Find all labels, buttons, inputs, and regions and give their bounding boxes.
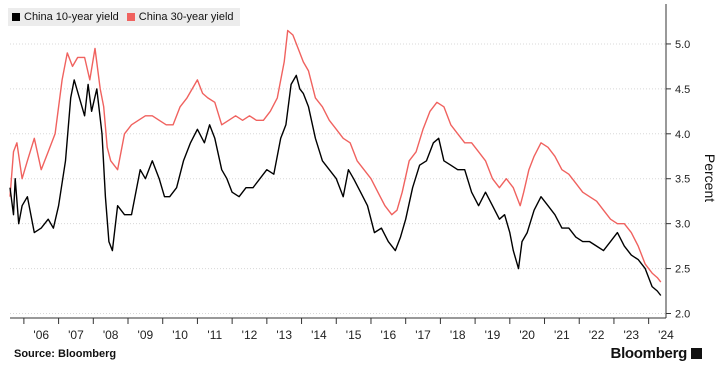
x-tick-label: '19 xyxy=(485,328,501,342)
y-tick-label: 3.5 xyxy=(675,174,690,186)
brand-mark-icon xyxy=(691,348,702,359)
x-tick-label: '15 xyxy=(346,328,362,342)
y-tick-label: 2.5 xyxy=(675,264,690,276)
y-axis-label: Percent xyxy=(702,153,716,203)
x-tick-label: '17 xyxy=(415,328,431,342)
x-tick-label: '08 xyxy=(103,328,119,342)
x-tick-label: '18 xyxy=(450,328,466,342)
y-tick-label: 4.0 xyxy=(675,129,690,141)
y-tick-label: 2.0 xyxy=(675,309,690,321)
legend-label-10y: China 10-year yield xyxy=(24,11,119,23)
series-line-10y xyxy=(9,74,662,296)
x-tick-label: '09 xyxy=(138,328,154,342)
x-tick-label: '21 xyxy=(554,328,570,342)
x-tick-label: '11 xyxy=(207,328,222,342)
x-tick-label: '13 xyxy=(276,328,292,342)
series-line-30y xyxy=(9,29,662,283)
legend-item-10y: China 10-year yield xyxy=(12,11,119,23)
x-tick-label: '22 xyxy=(589,328,605,342)
brand-name: Bloomberg xyxy=(610,345,688,362)
chart-legend: China 10-year yield China 30-year yield xyxy=(8,8,240,26)
x-tick-label: '23 xyxy=(623,328,639,342)
source-note: Source: Bloomberg xyxy=(14,348,117,360)
x-tick-label: '10 xyxy=(172,328,188,342)
x-tick-label: '14 xyxy=(311,328,327,342)
legend-swatch-30y xyxy=(126,13,135,21)
x-tick-label: '07 xyxy=(68,328,84,342)
legend-item-30y: China 30-year yield xyxy=(126,11,234,23)
x-tick-label: '24 xyxy=(658,328,674,342)
legend-label-30y: China 30-year yield xyxy=(138,11,234,23)
x-tick-label: '06 xyxy=(33,328,49,342)
x-tick-label: '12 xyxy=(242,328,258,342)
x-tick-label: '16 xyxy=(381,328,397,342)
brand-logo: Bloomberg xyxy=(611,345,702,362)
y-tick-label: 3.0 xyxy=(675,219,690,231)
y-tick-label: 5.0 xyxy=(675,39,690,51)
legend-swatch-10y xyxy=(12,13,20,21)
y-tick-label: 4.5 xyxy=(675,84,690,96)
x-tick-label: '20 xyxy=(519,328,535,342)
